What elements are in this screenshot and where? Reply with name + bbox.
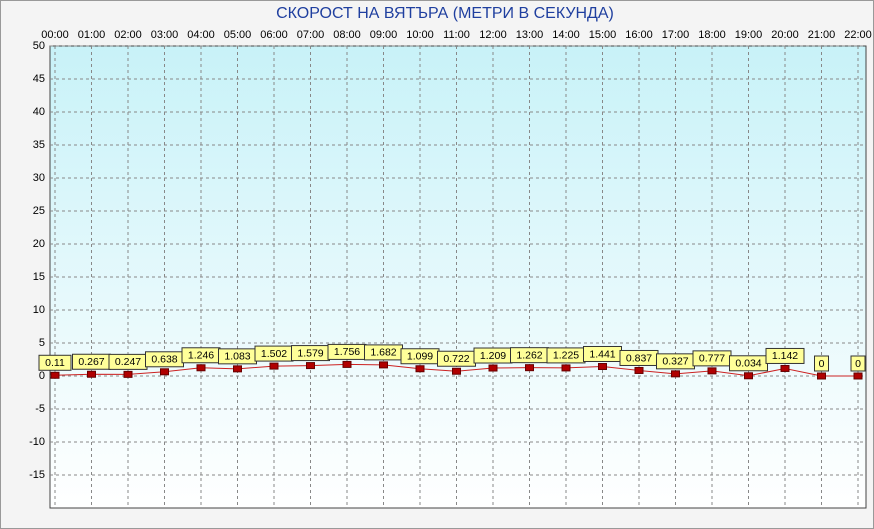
value-label-box [850, 355, 866, 372]
marker [196, 364, 206, 372]
chart-title: СКОРОСТ НА ВЯТЪРА (МЕТРИ В СЕКУНДА) [276, 5, 614, 22]
value-label: 1.209 [480, 350, 506, 362]
value-label: 0 [819, 358, 825, 370]
marker [452, 367, 461, 375]
marker [160, 368, 169, 376]
value-label: 0.327 [662, 356, 688, 368]
value-label: 1.083 [224, 351, 250, 363]
y-tick-label: 50 [33, 40, 45, 52]
marker [415, 365, 425, 373]
marker [561, 364, 571, 372]
value-label: 1.262 [516, 349, 542, 361]
y-tick-label: -15 [29, 469, 45, 481]
marker [488, 364, 498, 372]
marker [598, 362, 607, 370]
y-tick-label: 35 [33, 139, 45, 151]
x-tick-label: 03:00 [151, 29, 179, 41]
y-tick-label: 45 [33, 73, 45, 85]
value-label: 1.756 [334, 346, 360, 358]
x-tick-label: 05:00 [224, 29, 252, 41]
x-tick-label: 11:00 [443, 29, 470, 41]
value-label: 0.722 [443, 353, 469, 365]
x-tick-label: 10:00 [406, 29, 434, 41]
marker [525, 364, 534, 372]
x-tick-label: 18:00 [698, 29, 726, 41]
marker [780, 364, 790, 372]
marker [269, 362, 279, 370]
value-label: 0.11 [45, 357, 65, 369]
value-label: 0.247 [115, 356, 141, 368]
x-tick-label: 04:00 [187, 29, 215, 41]
value-label-box [814, 355, 829, 372]
y-tick-label: 5 [39, 337, 45, 349]
x-tick-label: 19:00 [735, 29, 763, 41]
x-tick-label: 08:00 [333, 29, 361, 41]
y-tick-label: 10 [33, 304, 45, 316]
x-tick-label: 20:00 [771, 29, 799, 41]
value-label: 0.837 [626, 352, 652, 364]
x-tick-label: 12:00 [479, 29, 507, 41]
y-tick-label: 25 [33, 205, 45, 217]
marker [817, 372, 826, 380]
value-label-box [765, 347, 805, 364]
x-tick-label: 15:00 [589, 29, 617, 41]
value-label: 1.502 [261, 348, 287, 360]
y-tick-label: -10 [29, 436, 45, 448]
y-tick-label: 20 [33, 238, 45, 250]
value-label: 0.267 [78, 356, 104, 368]
marker [634, 366, 644, 374]
x-tick-label: 01:00 [78, 29, 106, 41]
marker [123, 370, 133, 378]
value-label: 0.638 [151, 354, 177, 366]
marker [233, 365, 242, 373]
value-label: 0.777 [699, 353, 725, 365]
x-tick-label: 02:00 [114, 29, 142, 41]
x-tick-label: 21:00 [808, 29, 836, 41]
marker [342, 360, 352, 368]
x-tick-label: 16:00 [625, 29, 653, 41]
y-tick-label: 40 [33, 106, 45, 118]
y-tick-label: 30 [33, 172, 45, 184]
marker [707, 367, 717, 375]
x-tick-label: 22:00 [844, 29, 872, 41]
marker [744, 372, 753, 380]
x-tick-label: 17:00 [662, 29, 690, 41]
value-label: 0.034 [735, 358, 761, 370]
value-label: 1.441 [589, 348, 615, 360]
marker [853, 372, 863, 380]
y-tick-label: 0 [39, 370, 45, 382]
x-tick-label: 06:00 [260, 29, 288, 41]
value-label: 1.682 [370, 347, 396, 359]
marker [671, 370, 680, 378]
marker [87, 370, 96, 378]
value-label: 1.246 [188, 350, 214, 362]
value-label: 1.225 [553, 350, 579, 362]
x-tick-label: 00:00 [41, 29, 69, 41]
x-tick-label: 14:00 [552, 29, 580, 41]
x-tick-label: 13:00 [516, 29, 544, 41]
x-tick-label: 09:00 [370, 29, 398, 41]
y-tick-label: 15 [33, 271, 45, 283]
y-tick-label: -5 [35, 403, 45, 415]
value-label: 0 [855, 358, 861, 370]
value-label-box [38, 354, 72, 371]
x-tick-label: 07:00 [297, 29, 325, 41]
value-label: 1.142 [772, 350, 798, 362]
value-label: 1.579 [297, 347, 323, 359]
value-label: 1.099 [407, 351, 433, 363]
marker [379, 361, 388, 369]
marker [306, 362, 315, 370]
marker [50, 371, 60, 379]
